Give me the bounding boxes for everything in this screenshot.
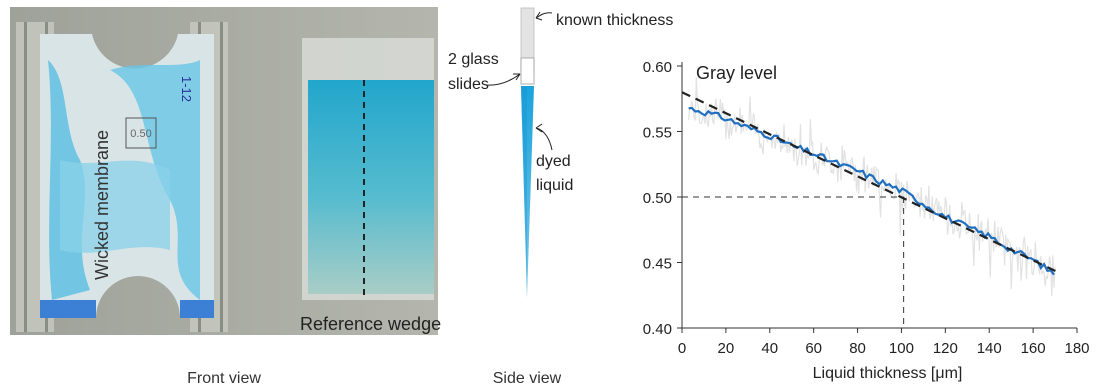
x-tick-label: 20 (718, 340, 735, 357)
y-tick-label: 0.50 (643, 190, 672, 207)
chart-title: Gray level (696, 63, 777, 83)
side-view-caption: Side view (493, 370, 562, 387)
gray-level-chart: 0.40 0.45 0.50 0.55 0.60 0 20 40 60 80 100 120 140 1… (643, 59, 1090, 382)
x-tick-label: 60 (805, 340, 822, 357)
x-axis-label: Liquid thickness [μm] (813, 365, 963, 382)
front-view-caption: Front view (187, 370, 261, 387)
x-tick-label: 120 (933, 340, 958, 357)
gray-level-series-line (688, 106, 1055, 276)
x-tick-label: 40 (761, 340, 778, 357)
y-tick-label: 0.45 (643, 256, 672, 273)
x-tick-label: 180 (1064, 340, 1089, 357)
glass-slides-label-2: slides (448, 76, 489, 93)
side-view-diagram (485, 7, 553, 298)
y-ticks: 0.40 0.45 0.50 0.55 0.60 (643, 59, 682, 338)
dyed-liquid-label-1: dyed (536, 153, 571, 170)
x-tick-label: 160 (1021, 340, 1046, 357)
membrane-label: Wicked membrane (92, 130, 112, 280)
x-tick-label: 140 (977, 340, 1002, 357)
handwriting-mark: 1-12 (179, 76, 194, 102)
glass-slides-label-1: 2 glass (448, 51, 499, 68)
measurement-box-label: 0.50 (130, 128, 151, 140)
dyed-liquid-label-2: liquid (536, 177, 573, 194)
x-ticks: 0 20 40 60 80 100 120 140 160 180 (678, 328, 1090, 357)
reference-wedge (308, 80, 434, 294)
y-tick-label: 0.40 (643, 321, 672, 338)
x-tick-label: 0 (678, 340, 686, 357)
linear-fit-line (681, 91, 1060, 274)
front-view-photo: 1-12 0.50 Wicked membrane Reference wedg… (10, 7, 441, 335)
y-tick-label: 0.60 (643, 59, 672, 76)
x-tick-label: 80 (849, 340, 866, 357)
known-thickness-label: known thickness (556, 12, 673, 29)
wedge-label: Reference wedge (300, 314, 441, 334)
raw-data-trace (688, 77, 1056, 296)
y-tick-label: 0.55 (643, 125, 672, 142)
reference-lines (682, 196, 905, 328)
raw-noise-band (688, 77, 1056, 296)
x-tick-label: 100 (889, 340, 914, 357)
measurement-box (125, 117, 157, 149)
